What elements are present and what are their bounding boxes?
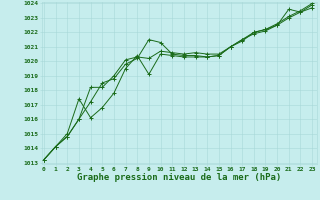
X-axis label: Graphe pression niveau de la mer (hPa): Graphe pression niveau de la mer (hPa) bbox=[77, 173, 281, 182]
